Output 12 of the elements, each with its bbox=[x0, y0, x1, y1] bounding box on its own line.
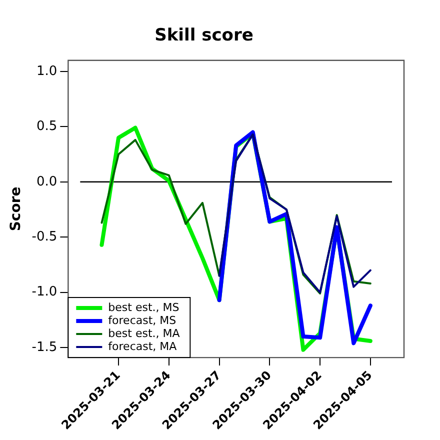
y-tick-label: -0.5 bbox=[32, 230, 58, 245]
legend-label: forecast, MS bbox=[108, 314, 176, 327]
legend-label: best est., MS bbox=[108, 300, 180, 314]
y-tick-label: 0.0 bbox=[36, 174, 58, 190]
y-tick-label: 1.0 bbox=[36, 64, 58, 79]
y-tick-label: -1.5 bbox=[32, 340, 58, 355]
legend-label: best est., MA bbox=[108, 326, 180, 340]
y-axis-title: Score bbox=[8, 186, 24, 232]
y-tick-label: 0.5 bbox=[36, 119, 58, 134]
chart-title: Skill score bbox=[154, 26, 254, 46]
legend-label: forecast, MA bbox=[108, 340, 178, 353]
y-tick-label: -1.0 bbox=[32, 284, 58, 300]
